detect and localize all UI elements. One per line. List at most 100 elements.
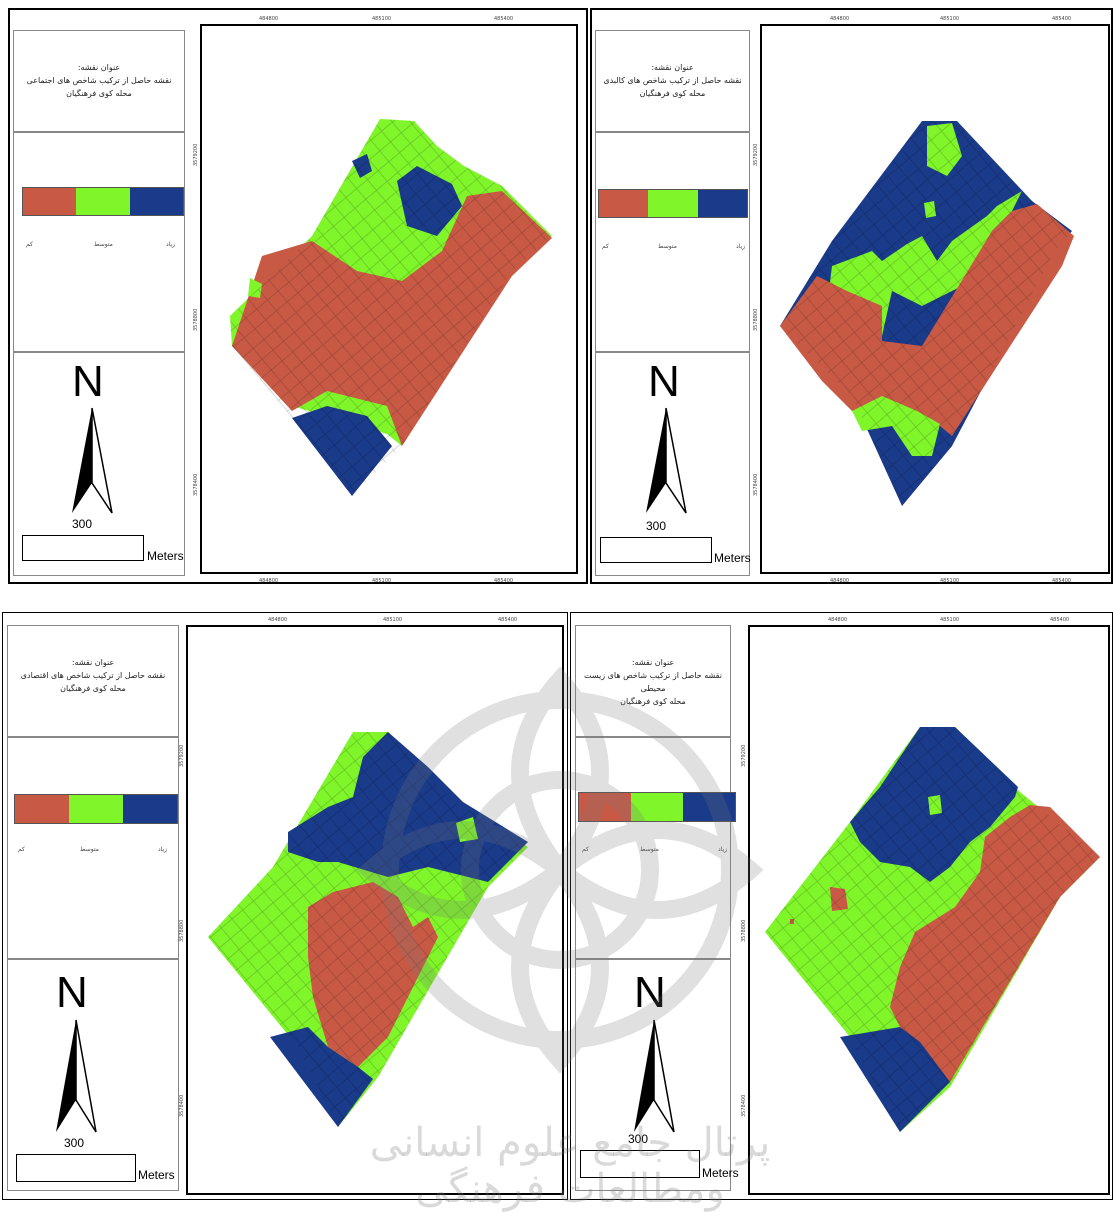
- legend-swatch-high: [697, 190, 747, 217]
- map-title-line: نقشه حاصل از ترکیب شاخص های اقتصادی: [20, 671, 166, 680]
- north-arrow-icon: [646, 407, 687, 514]
- scale-value: 300: [64, 1136, 85, 1150]
- scale-value: 300: [628, 1132, 649, 1146]
- tick-y-2: 3578800: [741, 919, 747, 942]
- map-frame: 484800 485100 485400 3579200 3578800 357…: [179, 617, 564, 1195]
- legend-box: کم متوسط زیاد: [13, 132, 185, 352]
- legend-swatch-low: [15, 795, 69, 823]
- tick-x-1: 484800: [830, 16, 850, 22]
- legend-swatch-high: [683, 793, 735, 821]
- map-panel-economic: عنوان نقشه: نقشه حاصل از ترکیب شاخص های …: [2, 612, 568, 1200]
- north-scale-box: N 300 Meters: [575, 959, 739, 1191]
- north-arrow-icon: [56, 1019, 97, 1133]
- tick-x-1: 484800: [828, 617, 848, 623]
- tick-y-2: 3578800: [193, 308, 199, 331]
- legend-label-medium: متوسط: [658, 243, 677, 250]
- legend-box: کم متوسط زیاد: [575, 737, 736, 959]
- legend-swatch-low: [23, 188, 77, 215]
- map-title-heading: عنوان نقشه:: [631, 658, 675, 667]
- title-box: عنوان نقشه: نقشه حاصل از ترکیب شاخص های …: [13, 30, 185, 132]
- tick-x-2: 485100: [383, 617, 403, 623]
- legend-swatch-medium: [76, 188, 130, 215]
- tick-x-bottom-2: 485100: [372, 578, 392, 584]
- tick-x-1: 484800: [268, 617, 288, 623]
- map-panel-environmental: عنوان نقشه: نقشه حاصل از ترکیب شاخص های …: [570, 612, 1113, 1200]
- legend-color-bar: [578, 792, 736, 822]
- tick-y-1: 3579200: [193, 143, 199, 166]
- legend-label-medium: متوسط: [80, 846, 99, 853]
- north-arrow-icon: [72, 407, 113, 514]
- map-frame: 484800 485100 485400 484800 485100 48540…: [753, 16, 1110, 584]
- north-scale-box: N 300 Meters: [7, 959, 179, 1191]
- legend-label-medium: متوسط: [640, 846, 659, 853]
- legend-box: کم متوسط زیاد: [595, 132, 750, 352]
- tick-x-bottom-1: 484800: [830, 578, 850, 584]
- tick-y-1: 3579200: [741, 744, 747, 767]
- scale-unit: Meters: [138, 1168, 175, 1182]
- tick-y-3: 3578400: [193, 473, 199, 496]
- tick-x-bottom-3: 485400: [494, 578, 514, 584]
- tick-y-1: 3579200: [179, 744, 185, 767]
- map-title-heading: عنوان نقشه:: [651, 63, 694, 72]
- legend-color-bar: [22, 187, 184, 216]
- tick-x-2: 485100: [372, 16, 392, 22]
- legend-label-high: زیاد: [158, 846, 168, 853]
- map-title-heading: عنوان نقشه:: [71, 658, 115, 667]
- tick-y-3: 3578400: [741, 1094, 747, 1117]
- tick-x-2: 485100: [940, 16, 960, 22]
- environmental-index-map: [765, 727, 1100, 1132]
- legend-label-low: کم: [602, 243, 609, 250]
- title-box: عنوان نقشه: نقشه حاصل از ترکیب شاخص های …: [595, 30, 750, 132]
- social-index-map: [230, 119, 552, 496]
- legend-swatch-low: [599, 190, 649, 217]
- legend-swatch-high: [123, 795, 177, 823]
- map-frame: 484800 485100 485400 484800 485100 48540…: [193, 16, 578, 584]
- tick-x-bottom-3: 485400: [1052, 578, 1072, 584]
- legend-swatch-medium: [631, 793, 683, 821]
- legend-swatch-medium: [648, 190, 698, 217]
- legend-label-high: زیاد: [166, 241, 176, 248]
- map-frame: 484800 485100 485400 3579200 3578800 357…: [741, 617, 1110, 1195]
- map-title-neighborhood: محله کوی فرهنگیان: [66, 89, 132, 98]
- tick-y-3: 3578400: [753, 473, 759, 496]
- legend-label-low: کم: [26, 241, 33, 248]
- legend-swatch-low: [579, 793, 631, 821]
- economic-index-map: [208, 732, 528, 1127]
- tick-y-1: 3579200: [753, 143, 759, 166]
- north-label: N: [648, 357, 680, 406]
- legend-swatch-high: [129, 188, 183, 215]
- tick-y-3: 3578400: [179, 1094, 185, 1117]
- tick-x-bottom-2: 485100: [940, 578, 960, 584]
- scale-bar: [600, 537, 712, 563]
- north-arrow-icon: [634, 1019, 675, 1133]
- map-title-neighborhood: محله کوی فرهنگیان: [639, 89, 706, 98]
- scale-bar: [580, 1150, 700, 1178]
- tick-x-2: 485100: [940, 617, 960, 623]
- north-label: N: [56, 968, 88, 1017]
- tick-x-1: 484800: [259, 16, 279, 22]
- tick-x-bottom-1: 484800: [259, 578, 279, 584]
- scale-unit: Meters: [147, 549, 184, 563]
- scale-value: 300: [72, 517, 93, 531]
- physical-index-map: [780, 121, 1074, 506]
- north-scale-box: N 300 Meters: [13, 352, 185, 576]
- legend-color-bar: [598, 189, 748, 218]
- tick-x-3: 485400: [1052, 16, 1072, 22]
- scale-bar: [16, 1154, 136, 1182]
- legend-label-high: زیاد: [718, 846, 728, 853]
- map-title-line: نقشه حاصل از ترکیب شاخص های کالبدی: [603, 76, 742, 85]
- north-scale-box: N 300 Meters: [595, 352, 751, 576]
- map-title-neighborhood: محله کوی فرهنگیان: [620, 697, 686, 706]
- tick-x-3: 485400: [498, 617, 518, 623]
- scale-unit: Meters: [714, 551, 751, 565]
- title-box: عنوان نقشه: نقشه حاصل از ترکیب شاخص های …: [575, 625, 731, 737]
- scale-unit: Meters: [702, 1166, 739, 1180]
- tick-x-3: 485400: [1050, 617, 1070, 623]
- title-box: عنوان نقشه: نقشه حاصل از ترکیب شاخص های …: [7, 625, 179, 737]
- legend-color-bar: [14, 794, 178, 824]
- legend-label-low: کم: [582, 846, 589, 853]
- map-title-neighborhood: محله کوی فرهنگیان: [60, 684, 126, 693]
- tick-x-3: 485400: [494, 16, 514, 22]
- map-title-line: نقشه حاصل از ترکیب شاخص های زیست محیطی: [584, 671, 722, 693]
- scale-bar: [22, 535, 144, 561]
